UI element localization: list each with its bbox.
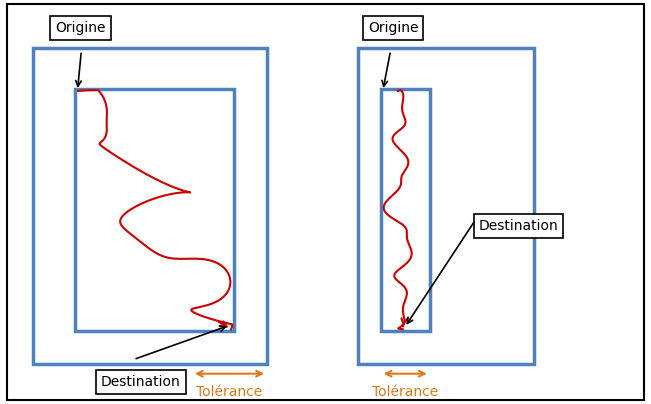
Text: Origine: Origine [368, 21, 419, 35]
Text: Destination: Destination [478, 219, 559, 233]
Bar [358, 48, 534, 364]
Text: Tolérance: Tolérance [372, 385, 438, 399]
Text: Tolérance: Tolérance [196, 385, 262, 399]
Text: Origine: Origine [55, 21, 106, 35]
Text: Destination: Destination [101, 375, 181, 389]
Bar [33, 48, 267, 364]
Bar [381, 89, 430, 331]
Bar [75, 89, 234, 331]
